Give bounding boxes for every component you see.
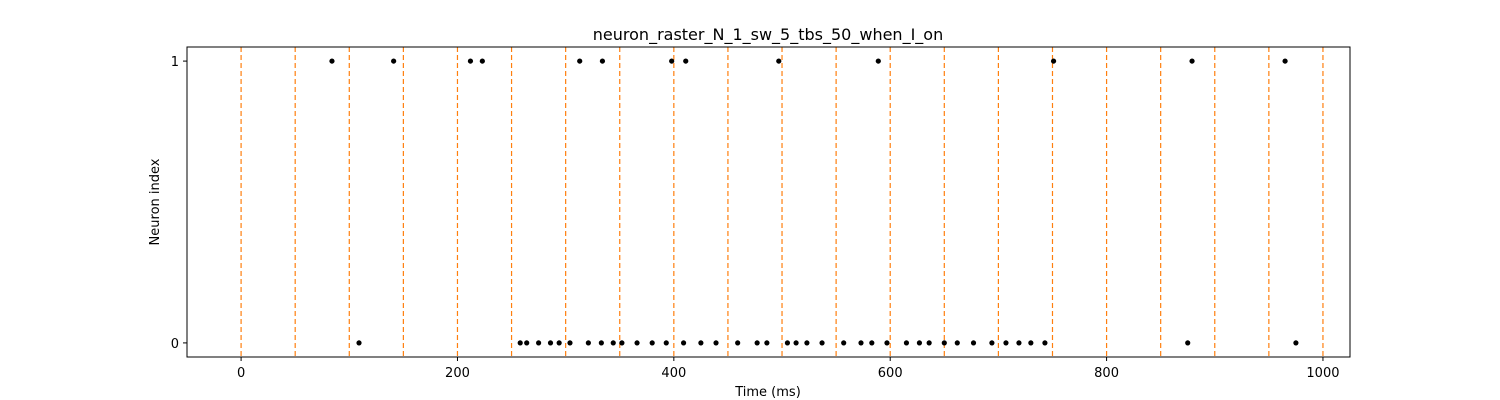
spike-point bbox=[1185, 340, 1191, 346]
spike-point bbox=[954, 340, 960, 346]
y-axis-ticks: 01 bbox=[171, 55, 187, 352]
spike-point bbox=[841, 340, 847, 346]
spike-point bbox=[970, 340, 977, 346]
spike-point bbox=[804, 340, 810, 346]
y-tick-label: 0 bbox=[171, 337, 179, 352]
spike-point bbox=[764, 340, 770, 346]
spike-point bbox=[524, 340, 530, 346]
spike-point bbox=[634, 340, 640, 346]
spike-point bbox=[926, 340, 932, 346]
x-tick-label: 0 bbox=[237, 366, 245, 381]
spike-point bbox=[875, 58, 881, 64]
spike-point bbox=[989, 340, 995, 346]
spike-point bbox=[479, 58, 485, 64]
spike-point bbox=[754, 340, 760, 346]
spike-point bbox=[683, 58, 689, 64]
x-tick-label: 400 bbox=[661, 366, 686, 381]
spike-point bbox=[663, 340, 669, 346]
spike-point bbox=[598, 340, 604, 346]
spike-point bbox=[884, 340, 890, 346]
spike-point bbox=[547, 340, 554, 346]
spike-point bbox=[1003, 340, 1009, 346]
spike-point bbox=[585, 340, 591, 346]
x-tick-label: 600 bbox=[878, 366, 903, 381]
spike-point bbox=[536, 340, 542, 346]
spike-points bbox=[329, 58, 1299, 346]
x-axis-ticks: 0 200 400 600 800 1000 bbox=[237, 357, 1340, 381]
spike-point bbox=[713, 340, 719, 346]
spike-point bbox=[599, 58, 606, 64]
spike-point bbox=[1016, 340, 1022, 346]
spike-point bbox=[680, 340, 687, 346]
spike-point bbox=[1189, 58, 1195, 64]
spike-point bbox=[567, 340, 573, 346]
spike-point bbox=[467, 58, 474, 64]
spike-point bbox=[784, 340, 791, 346]
vertical-marker-lines bbox=[240, 47, 1324, 357]
spike-point bbox=[517, 340, 523, 346]
spike-point bbox=[735, 340, 741, 346]
spike-point bbox=[610, 340, 616, 346]
spike-point bbox=[916, 340, 923, 346]
spike-point bbox=[903, 340, 910, 346]
spike-point bbox=[1028, 340, 1034, 346]
spike-point bbox=[1293, 340, 1299, 346]
spike-point bbox=[1050, 58, 1057, 64]
spike-point bbox=[858, 340, 864, 346]
plot-area-frame bbox=[186, 46, 1351, 358]
x-tick-label: 200 bbox=[445, 366, 470, 381]
spike-point bbox=[556, 340, 562, 346]
spike-point bbox=[776, 58, 782, 64]
spike-point bbox=[649, 340, 655, 346]
x-tick-label: 1000 bbox=[1306, 366, 1339, 381]
spike-point bbox=[329, 58, 335, 64]
spike-point bbox=[869, 340, 875, 346]
spike-point bbox=[1042, 340, 1048, 346]
spike-point bbox=[391, 58, 397, 64]
x-axis-label: Time (ms) bbox=[734, 385, 801, 400]
chart-title: neuron_raster_N_1_sw_5_tbs_50_when_I_on bbox=[593, 25, 943, 45]
spike-point bbox=[793, 340, 799, 346]
spike-point bbox=[941, 340, 947, 346]
spike-point bbox=[619, 340, 625, 346]
x-tick-label: 800 bbox=[1094, 366, 1119, 381]
spike-point bbox=[577, 58, 583, 64]
spike-point bbox=[669, 58, 675, 64]
spike-point bbox=[1282, 58, 1288, 64]
y-tick-label: 1 bbox=[171, 55, 179, 70]
spike-point bbox=[698, 340, 704, 346]
spike-point bbox=[819, 340, 825, 346]
spike-point bbox=[356, 340, 362, 346]
y-axis-label: Neuron index bbox=[148, 158, 163, 245]
